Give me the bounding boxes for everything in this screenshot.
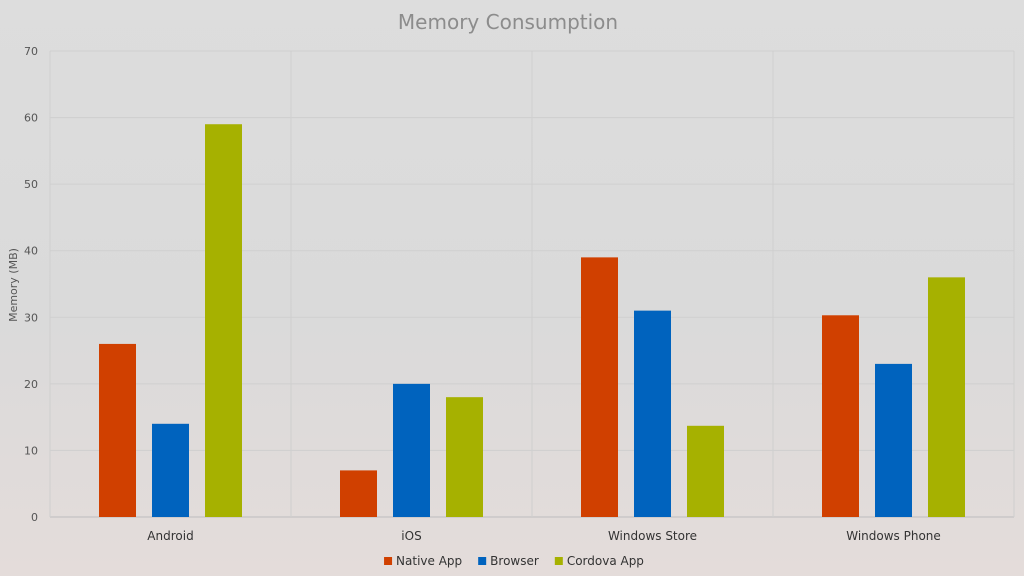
bar-native-app bbox=[340, 470, 377, 517]
legend-item: Cordova App bbox=[554, 554, 644, 568]
legend: Native App Browser Cordova App bbox=[384, 554, 644, 568]
bar-native-app bbox=[99, 343, 136, 517]
y-tick-label: 0 bbox=[31, 511, 38, 524]
y-tick-label: 50 bbox=[24, 178, 38, 191]
chart-title: Memory Consumption bbox=[398, 10, 618, 34]
bar-cordova-app bbox=[687, 425, 724, 517]
bar-native-app bbox=[822, 315, 859, 517]
bar-cordova-app bbox=[928, 277, 965, 517]
x-tick-label: Android bbox=[147, 529, 193, 543]
x-tick-label: Windows Store bbox=[608, 529, 697, 543]
bars bbox=[99, 124, 965, 517]
y-tick-label: 40 bbox=[24, 245, 38, 258]
y-tick-label: 70 bbox=[24, 45, 38, 58]
y-tick-label: 60 bbox=[24, 112, 38, 125]
legend-swatch bbox=[384, 557, 393, 565]
legend-label: Native App bbox=[396, 554, 462, 568]
legend-label: Browser bbox=[490, 554, 539, 568]
y-tick-label: 30 bbox=[24, 311, 38, 324]
grid bbox=[49, 50, 1015, 518]
bar-cordova-app bbox=[205, 124, 242, 517]
bar-browser bbox=[152, 423, 189, 517]
legend-swatch bbox=[554, 557, 563, 565]
y-tick-label: 20 bbox=[24, 378, 38, 391]
bar-browser bbox=[634, 310, 671, 517]
x-tick-label: iOS bbox=[401, 529, 421, 543]
axis-ticks: 0 10 20 30 40 50 60 70 Android iOS Windows Store Wi… bbox=[24, 45, 941, 543]
y-axis-label: Memory (MB) bbox=[7, 248, 20, 322]
legend-item: Browser bbox=[478, 554, 539, 568]
legend-item: Native App bbox=[384, 554, 462, 568]
bar-native-app bbox=[581, 257, 618, 517]
legend-label: Cordova App bbox=[567, 554, 644, 568]
legend-swatch bbox=[478, 557, 487, 565]
x-tick-label: Windows Phone bbox=[846, 529, 941, 543]
y-tick-label: 10 bbox=[24, 444, 38, 457]
bar-browser bbox=[393, 383, 430, 517]
bar-cordova-app bbox=[446, 397, 483, 517]
bar-browser bbox=[875, 363, 912, 517]
